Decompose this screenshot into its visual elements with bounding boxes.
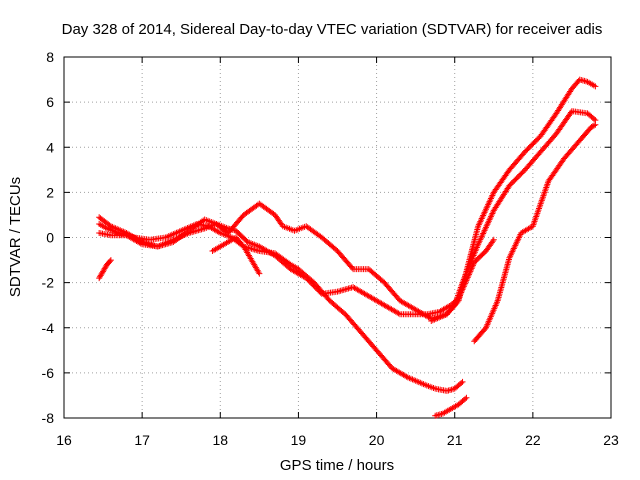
- x-tick-label: 20: [369, 432, 385, 448]
- y-tick-labels: 8 6 4 2 0 -2 -4 -6 -8: [42, 49, 55, 426]
- data-point: [463, 394, 470, 401]
- x-tick-label: 23: [603, 432, 619, 448]
- data-point: [458, 380, 465, 387]
- y-axis-label: SDTVAR / TECUs: [7, 177, 24, 297]
- y-tick-label: 6: [46, 94, 54, 110]
- data-point: [215, 229, 222, 236]
- data-point: [317, 289, 324, 296]
- data-points: [96, 76, 599, 419]
- data-point: [490, 236, 497, 243]
- x-tick-label: 22: [525, 432, 541, 448]
- x-tick-labels: 16 17 18 19 20 21 22 23: [56, 432, 619, 448]
- x-tick-label: 19: [291, 432, 307, 448]
- series-track-3: [96, 220, 497, 318]
- series-track-6: [428, 108, 599, 324]
- y-tick-label: -6: [42, 365, 55, 381]
- series-track-4: [209, 234, 263, 277]
- x-tick-label: 21: [447, 432, 463, 448]
- x-tick-label: 17: [134, 432, 150, 448]
- data-point: [591, 122, 598, 129]
- x-tick-label: 16: [56, 432, 72, 448]
- x-axis-label: GPS time / hours: [280, 457, 394, 474]
- series-track-2: [96, 76, 599, 322]
- data-point: [489, 238, 496, 245]
- axis-ticks: [63, 56, 612, 419]
- y-tick-label: -2: [42, 275, 55, 291]
- data-point: [592, 121, 599, 128]
- series-track-5: [432, 394, 470, 419]
- series-track-8: [96, 257, 114, 282]
- x-tick-label: 18: [212, 432, 228, 448]
- y-tick-label: 4: [46, 139, 54, 155]
- data-point: [349, 264, 356, 271]
- series-track-7: [471, 121, 599, 345]
- data-point: [591, 116, 598, 123]
- data-point: [137, 240, 144, 247]
- y-tick-label: 8: [46, 49, 54, 65]
- data-point: [395, 310, 402, 317]
- data-point: [462, 395, 469, 402]
- data-point: [256, 270, 263, 277]
- data-point: [567, 109, 574, 116]
- grid: [64, 57, 611, 418]
- data-point: [403, 373, 410, 380]
- y-tick-label: 0: [46, 230, 54, 246]
- data-point: [459, 378, 466, 385]
- chart-title: Day 328 of 2014, Sidereal Day-to-day VTE…: [62, 21, 603, 38]
- data-point: [106, 258, 113, 265]
- data-point: [107, 257, 114, 264]
- y-tick-label: -4: [42, 320, 55, 336]
- data-point: [592, 83, 599, 90]
- y-tick-label: 2: [46, 184, 54, 200]
- y-tick-label: -8: [42, 410, 55, 426]
